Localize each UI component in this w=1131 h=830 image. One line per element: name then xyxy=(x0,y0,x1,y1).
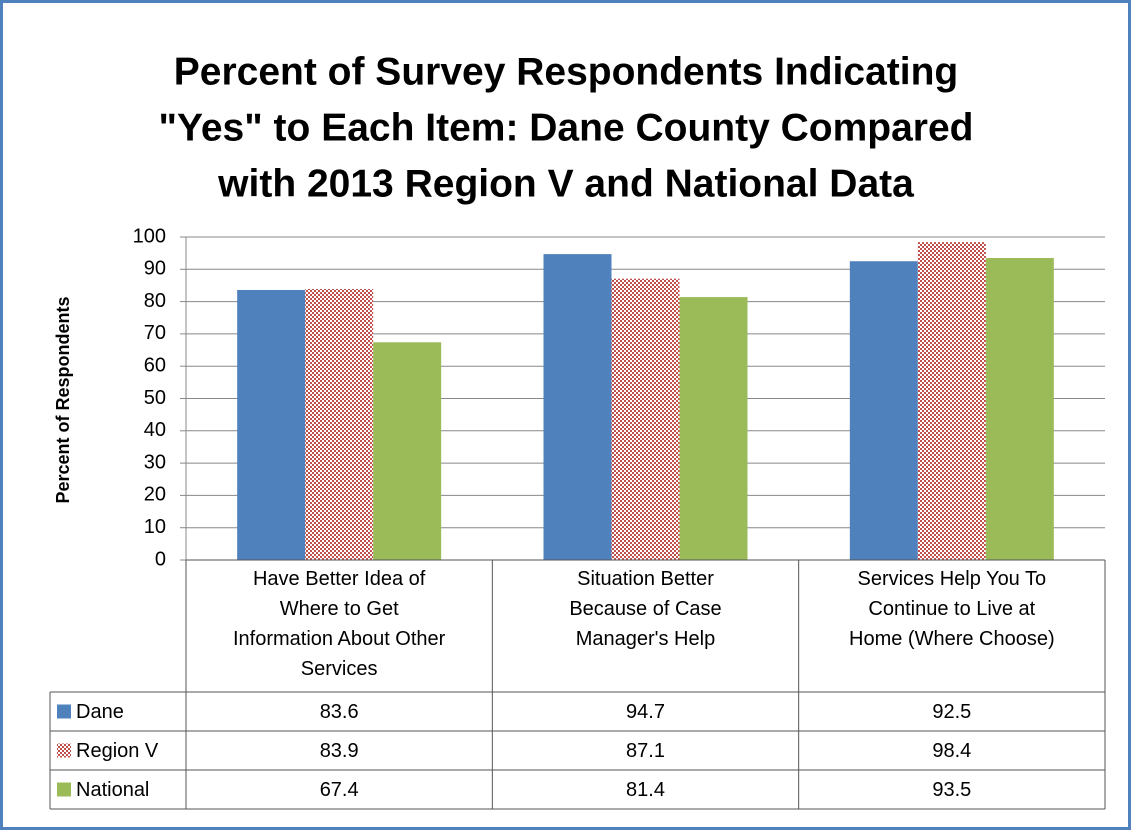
bar xyxy=(679,297,748,560)
y-tick-label: 0 xyxy=(155,548,166,570)
y-tick-label: 10 xyxy=(144,516,166,538)
table-value: 87.1 xyxy=(626,740,665,762)
bar xyxy=(917,242,986,560)
table-value: 98.4 xyxy=(932,740,971,762)
y-tick-label: 90 xyxy=(144,258,166,280)
bar xyxy=(543,254,612,560)
table-value: 83.6 xyxy=(320,701,359,723)
bar xyxy=(373,342,442,560)
bar xyxy=(849,261,918,560)
bar xyxy=(237,289,306,560)
y-tick-label: 100 xyxy=(133,225,166,247)
y-axis-label: Percent of Respondents xyxy=(53,296,73,503)
x-tick-label: Have Better Idea of Where to Get Informa… xyxy=(232,568,446,680)
y-tick-label: 60 xyxy=(144,354,166,376)
bar xyxy=(305,289,374,560)
table-value: 92.5 xyxy=(932,701,971,723)
category-cell: Situation Better Because of Case Manager… xyxy=(569,568,722,650)
y-tick-label: 20 xyxy=(144,484,166,506)
table-value: 94.7 xyxy=(626,701,665,723)
bar xyxy=(611,278,680,560)
legend-label: National xyxy=(76,779,149,801)
x-tick-label: Situation Better Because of Case Manager… xyxy=(569,568,722,650)
chart-title: with 2013 Region V and National Data xyxy=(217,162,914,205)
chart-title: "Yes" to Each Item: Dane County Compared xyxy=(159,106,974,149)
x-tick-label: Services Help You To Continue to Live at… xyxy=(849,568,1055,650)
y-tick-label: 80 xyxy=(144,290,166,312)
y-tick-label: 30 xyxy=(144,451,166,473)
bar xyxy=(985,257,1054,560)
y-tick-label: 70 xyxy=(144,322,166,344)
table-value: 83.9 xyxy=(320,740,359,762)
legend-key xyxy=(57,704,71,719)
table-value: 81.4 xyxy=(626,779,665,801)
category-cell: Have Better Idea of Where to Get Informa… xyxy=(232,568,446,680)
legend-label: Dane xyxy=(76,701,124,723)
legend-key xyxy=(57,743,71,758)
legend-key xyxy=(57,782,71,797)
table-value: 67.4 xyxy=(320,779,359,801)
y-tick-label: 50 xyxy=(144,387,166,409)
table-value: 93.5 xyxy=(932,779,971,801)
chart-title: Percent of Survey Respondents Indicating xyxy=(174,50,959,93)
legend-label: Region V xyxy=(76,740,159,762)
y-tick-label: 40 xyxy=(144,419,166,441)
category-cell: Services Help You To Continue to Live at… xyxy=(849,568,1055,650)
